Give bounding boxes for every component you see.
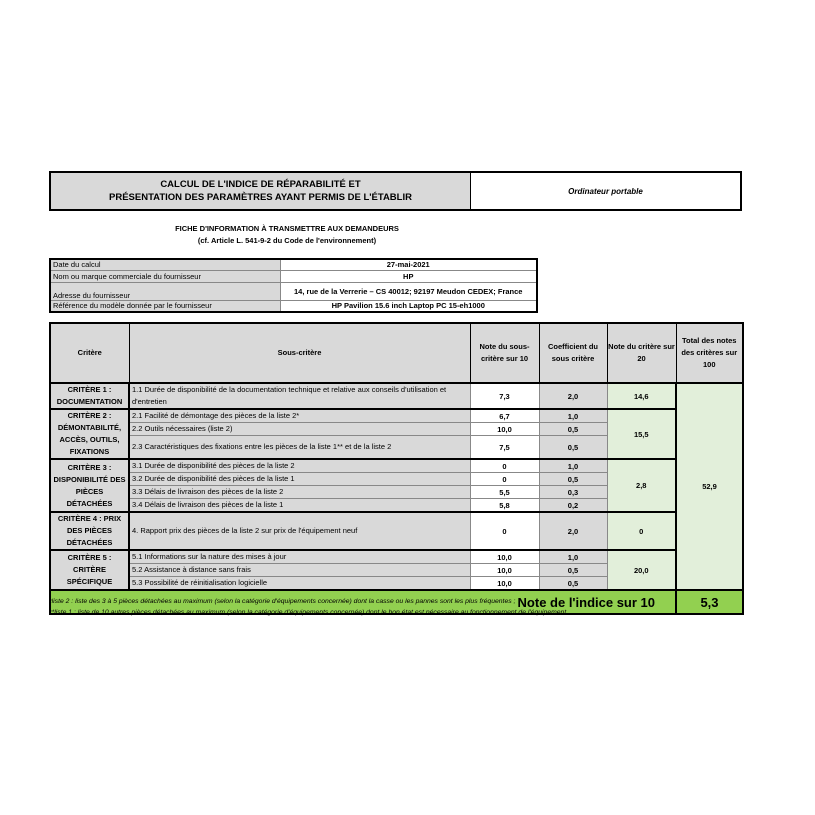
criterion-row: CRITÈRE 1 : DOCUMENTATION 1.1 Durée de di… [49, 382, 744, 591]
sub-criterion-label: 1.1 Durée de disponibilité de la documen… [128, 382, 471, 410]
criterion-row: 3.3 Délais de livraison des pièces de la… [50, 485, 743, 499]
sub-criterion-coef: 2,0 [538, 382, 608, 410]
product-category: Ordinateur portable [568, 186, 643, 196]
criterion-score: 20,0 [606, 549, 677, 591]
info-row: Référence du modèle donnée par le fourni… [49, 299, 538, 313]
sub-criterion-label: 5.1 Informations sur la nature des mises… [128, 549, 471, 564]
sub-criterion-note: 10,0 [469, 563, 540, 577]
sub-criterion-label: 2.3 Caractéristiques des fixations entre… [128, 435, 471, 460]
sub-criterion-coef: 1,0 [538, 458, 608, 473]
sub-criterion-label: 3.3 Délais de livraison des pièces de la… [128, 485, 471, 499]
criterion-score: 0 [606, 511, 677, 551]
info-label: Adresse du fournisseur [49, 281, 281, 301]
title-line-1: CALCUL DE L'INDICE DE RÉPARABILITÉ ET [160, 179, 361, 190]
total-score: 52,9 [675, 382, 744, 591]
info-value: 27-mai-2021 [279, 258, 538, 271]
sub-criterion-label: 3.2 Durée de disponibilité des pièces de… [128, 472, 471, 486]
sub-criterion-coef: 0,5 [538, 435, 608, 460]
title-box: CALCUL DE L'INDICE DE RÉPARABILITÉ ET PR… [49, 171, 742, 211]
sub-criterion-coef: 2,0 [538, 511, 608, 551]
header-row: Critère Sous-critère Note du sous-critèr… [49, 322, 744, 384]
sub-criterion-coef: 0,5 [538, 422, 608, 437]
footnote-1: *liste 2 : liste des 3 à 5 pièces détach… [49, 598, 516, 605]
info-row: Date du calcul 27-mai-2021 [49, 258, 538, 271]
sub-criterion-note: 0 [469, 472, 540, 486]
criterion-row: CRITÈRE 4 : PRIX DES PIÈCES DÉTACHÉES 4. … [49, 511, 743, 551]
sub-criterion-note: 10,0 [469, 422, 540, 437]
sub-criterion-coef: 0,5 [538, 563, 608, 577]
footnote-2: **liste 1 : liste de 10 autres pièces dé… [49, 609, 569, 616]
sub-criterion-note: 7,5 [469, 435, 540, 460]
sub-criterion-note: 7,3 [469, 382, 540, 410]
title-line-2: PRÉSENTATION DES PARAMÈTRES AYANT PERMIS… [109, 192, 412, 203]
sub-criterion-note: 10,0 [469, 576, 540, 591]
sub-criterion-note: 10,0 [469, 549, 540, 564]
header-total: Total des notes des critères sur 100 [675, 322, 744, 384]
sub-criterion-label: 2.1 Facilité de démontage des pièces de … [128, 408, 471, 424]
page-title: CALCUL DE L'INDICE DE RÉPARABILITÉ ET PR… [51, 173, 471, 209]
sub-criterion-note: 0 [469, 511, 540, 551]
sub-criterion-coef: 0,2 [538, 498, 608, 513]
sub-criterion-coef: 0,3 [538, 485, 608, 499]
sub-criterion-coef: 1,0 [538, 549, 608, 564]
final-label: Note de l'indice sur 10 [49, 589, 677, 615]
info-label: Nom ou marque commerciale du fournisseur [49, 269, 281, 283]
info-value: HP [279, 269, 538, 283]
info-value: HP Pavilion 15.6 inch Laptop PC 15-eh100… [279, 299, 538, 313]
sub-criterion-label: 5.3 Possibilité de réinitialisation logi… [128, 576, 471, 591]
subtitle-line-1: FICHE D'INFORMATION À TRANSMETTRE AUX DE… [175, 224, 399, 233]
sub-criterion-note: 5,8 [469, 498, 540, 513]
criterion-name: CRITÈRE 1 : DOCUMENTATION [49, 382, 130, 410]
header-coef: Coefficient du sous critère [538, 322, 608, 384]
sub-criterion-label: 3.1 Durée de disponibilité des pièces de… [128, 458, 471, 473]
sub-criterion-note: 6,7 [469, 408, 540, 424]
criterion-name: CRITÈRE 3 : DISPONIBILITÉ DES PIÈCES DÉT… [49, 458, 130, 513]
sub-criterion-coef: 1,0 [538, 408, 608, 424]
sub-criterion-label: 2.2 Outils nécessaires (liste 2) [128, 422, 471, 437]
sub-criterion-coef: 0,5 [538, 576, 608, 591]
criterion-score: 14,6 [606, 382, 677, 410]
criterion-row: 5.2 Assistance à distance sans frais 10,0… [50, 563, 743, 577]
info-value: 14, rue de la Verrerie – CS 40012; 92197… [279, 281, 538, 301]
criterion-row: CRITÈRE 3 : DISPONIBILITÉ DES PIÈCES DÉT… [49, 458, 743, 513]
sub-criterion-label: 4. Rapport prix des pièces de la liste 2… [128, 511, 471, 551]
criterion-name: CRITÈRE 2 : DÉMONTABILITÉ, ACCÈS, OUTILS… [49, 408, 130, 460]
criterion-name: CRITÈRE 5 : CRITÈRE SPÉCIFIQUE [49, 549, 130, 591]
criterion-score: 15,5 [606, 408, 677, 460]
sub-criterion-coef: 0,5 [538, 472, 608, 486]
info-label: Date du calcul [49, 258, 281, 271]
info-row: Nom ou marque commerciale du fournisseur… [49, 269, 538, 283]
criterion-row: 2.2 Outils nécessaires (liste 2) 10,0 0,5 [50, 422, 743, 437]
header-note: Note du sous-critère sur 10 [469, 322, 540, 384]
criterion-name: CRITÈRE 4 : PRIX DES PIÈCES DÉTACHÉES [49, 511, 130, 551]
final-score: 5,3 [675, 589, 744, 615]
header-sous-critere: Sous-critère [128, 322, 471, 384]
criterion-row: CRITÈRE 2 : DÉMONTABILITÉ, ACCÈS, OUTILS… [49, 408, 743, 460]
criterion-row: CRITÈRE 5 : CRITÈRE SPÉCIFIQUE 5.1 Inform… [49, 549, 743, 591]
header-note-critere: Note du critère sur 20 [606, 322, 677, 384]
criterion-score: 2,8 [606, 458, 677, 513]
sub-criterion-note: 0 [469, 458, 540, 473]
header-critere: Critère [49, 322, 130, 384]
final-row: Note de l'indice sur 10 5,3 [49, 589, 744, 615]
sub-criterion-label: 5.2 Assistance à distance sans frais [128, 563, 471, 577]
criterion-row: 3.2 Durée de disponibilité des pièces de… [50, 472, 743, 486]
criterion-row: 2.3 Caractéristiques des fixations entre… [50, 435, 743, 460]
repairability-table: Critère Sous-critère Note du sous-critèr… [49, 322, 744, 615]
info-label: Référence du modèle donnée par le fourni… [49, 299, 281, 313]
sub-criterion-label: 3.4 Délais de livraison des pièces de la… [128, 498, 471, 513]
sub-criterion-note: 5,5 [469, 485, 540, 499]
info-row: Adresse du fournisseur 14, rue de la Verr… [49, 281, 538, 301]
supplier-info-table: Date du calcul 27-mai-2021 Nom ou marque … [49, 258, 538, 313]
subtitle-line-2: (cf. Article L. 541-9-2 du Code de l'env… [197, 236, 377, 245]
